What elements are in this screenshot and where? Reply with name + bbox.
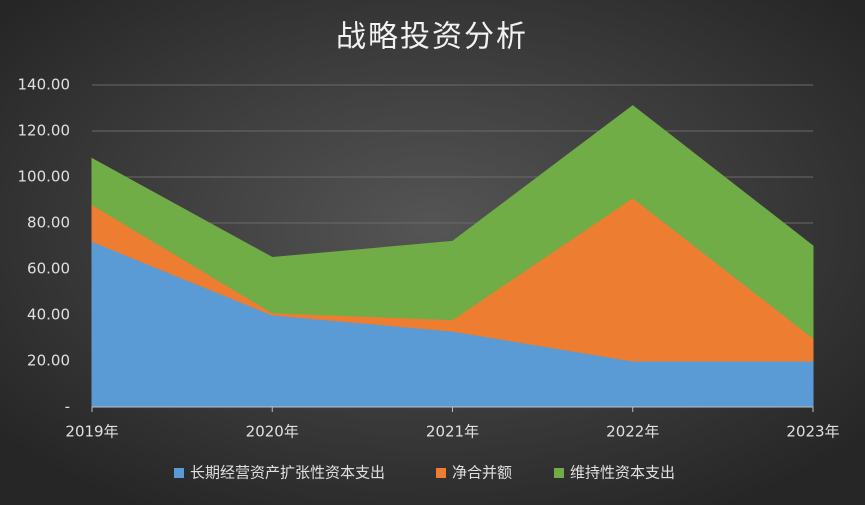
legend-swatch bbox=[436, 468, 446, 478]
y-tick-label: 20.00 bbox=[27, 352, 70, 370]
legend-swatch bbox=[554, 468, 564, 478]
legend-label: 净合并额 bbox=[452, 464, 512, 482]
chart-title: 战略投资分析 bbox=[336, 20, 528, 55]
legend-label: 长期经营资产扩张性资本支出 bbox=[190, 464, 385, 482]
y-tick-label: 140.00 bbox=[18, 76, 71, 94]
x-tick-label: 2022年 bbox=[606, 423, 659, 441]
x-tick-label: 2019年 bbox=[65, 423, 118, 441]
y-tick-label: - bbox=[65, 398, 70, 416]
y-tick-label: 80.00 bbox=[27, 214, 70, 232]
legend-swatch bbox=[174, 468, 184, 478]
x-tick-label: 2021年 bbox=[426, 423, 479, 441]
area bbox=[91, 105, 814, 340]
y-tick-label: 120.00 bbox=[18, 122, 71, 140]
y-tick-label: 40.00 bbox=[27, 306, 70, 324]
legend-label: 维持性资本支出 bbox=[570, 464, 675, 482]
x-tick-label: 2023年 bbox=[786, 423, 839, 441]
y-tick-label: 60.00 bbox=[27, 260, 70, 278]
y-tick-label: 100.00 bbox=[18, 168, 71, 186]
x-tick-label: 2020年 bbox=[246, 423, 299, 441]
